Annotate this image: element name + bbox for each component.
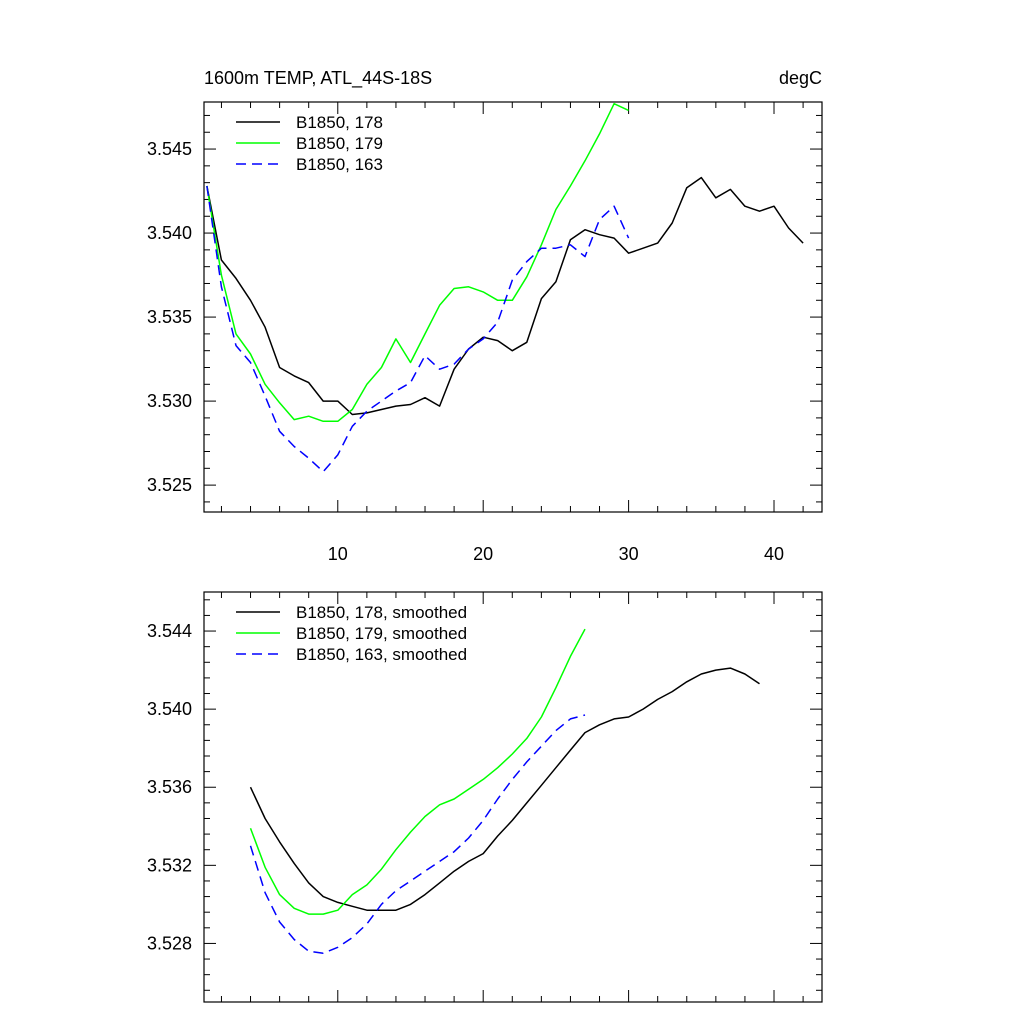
y-tick-label: 3.540 [147,223,192,243]
y-tick-label: 3.532 [147,855,192,875]
bottom-panel: 3.528 3.532 3.536 3.540 3.544 B1850, 178, sm… [147,591,823,1003]
units-label: degC [779,68,822,88]
top-panel: 1600m TEMP, ATL_44S-18S degC 10 20 30 40 3.5… [147,68,823,564]
legend-label: B1850, 178, smoothed [296,603,467,622]
y-tick-label: 3.530 [147,391,192,411]
y-tick-label: 3.528 [147,933,192,953]
legend-label: B1850, 178 [296,113,383,132]
plot-frame [203,101,823,513]
series-line [249,667,760,911]
x-tick-label: 30 [619,544,639,564]
legend-label: B1850, 163, smoothed [296,645,467,664]
plot-frame [203,591,823,1003]
y-tick-label: 3.535 [147,307,192,327]
axis-ticks [204,592,822,1002]
x-tick-label: 10 [328,544,348,564]
y-tick-label: 3.545 [147,139,192,159]
y-tick-label: 3.536 [147,777,192,797]
legend: B1850, 178, smoothed B1850, 179, smoothed… [236,603,467,664]
series-line [249,714,586,954]
series-lines [249,628,760,954]
axis-ticks [204,102,822,512]
y-tick-label: 3.544 [147,621,192,641]
tick-labels: 10 20 30 40 3.525 3.530 3.535 3.540 3.545 [147,139,784,564]
legend-label: B1850, 179, smoothed [296,624,467,643]
series-line [249,628,586,915]
y-tick-label: 3.540 [147,699,192,719]
legend-label: B1850, 163 [296,155,383,174]
series-line [206,185,630,473]
x-tick-label: 40 [764,544,784,564]
y-tick-label: 3.525 [147,475,192,495]
series-line [206,102,629,423]
legend-label: B1850, 179 [296,134,383,153]
x-tick-label: 20 [473,544,493,564]
chart-title: 1600m TEMP, ATL_44S-18S [204,68,432,89]
series-line [206,176,804,416]
legend: B1850, 178 B1850, 179 B1850, 163 [236,113,383,174]
tick-labels: 3.528 3.532 3.536 3.540 3.544 [147,621,192,953]
series-lines [206,102,804,473]
